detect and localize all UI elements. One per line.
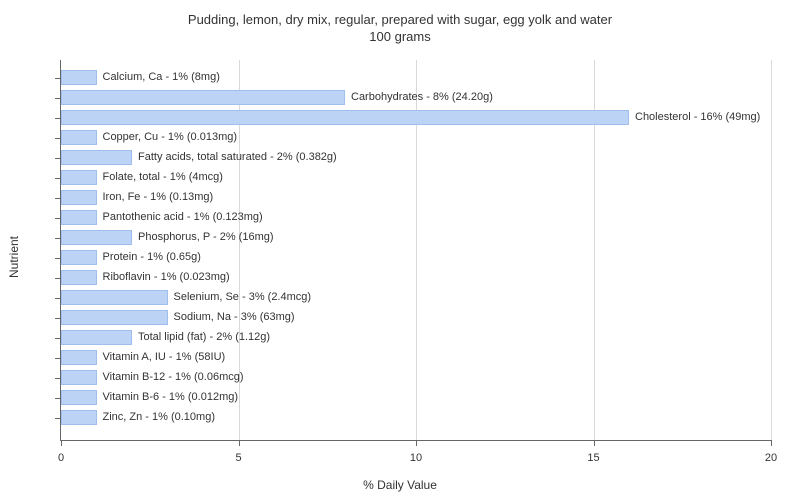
nutrient-bar-label: Phosphorus, P - 2% (16mg) [138,230,274,245]
nutrient-bar [61,70,97,85]
nutrient-bar-label: Vitamin A, IU - 1% (58IU) [103,350,226,365]
nutrient-bar-label: Carbohydrates - 8% (24.20g) [351,90,493,105]
nutrient-bar-label: Calcium, Ca - 1% (8mg) [103,70,220,85]
x-tick-label: 10 [410,452,422,464]
y-tick [55,158,61,159]
y-tick [55,418,61,419]
nutrient-bar [61,130,97,145]
nutrient-bar-label: Sodium, Na - 3% (63mg) [174,310,295,325]
x-tick [771,440,772,446]
x-axis-label: % Daily Value [363,478,437,492]
nutrient-bar [61,290,168,305]
nutrient-bar-label: Iron, Fe - 1% (0.13mg) [103,190,214,205]
nutrient-bar [61,190,97,205]
nutrient-bar [61,390,97,405]
plot-area: 05101520Calcium, Ca - 1% (8mg)Carbohydra… [60,60,771,441]
y-axis-label: Nutrient [7,236,21,278]
y-tick [55,178,61,179]
nutrient-bar [61,270,97,285]
nutrient-bar-label: Copper, Cu - 1% (0.013mg) [103,130,238,145]
y-tick [55,198,61,199]
y-tick [55,398,61,399]
y-tick [55,318,61,319]
nutrient-bar [61,250,97,265]
nutrient-bar [61,350,97,365]
x-tick [594,440,595,446]
nutrient-bar-label: Protein - 1% (0.65g) [103,250,201,265]
chart-title: Pudding, lemon, dry mix, regular, prepar… [0,0,800,46]
y-tick [55,278,61,279]
nutrient-bar-label: Vitamin B-6 - 1% (0.012mg) [103,390,239,405]
y-tick [55,78,61,79]
x-tick-label: 0 [58,452,64,464]
y-tick [55,118,61,119]
gridline [771,60,772,440]
nutrient-bar-label: Zinc, Zn - 1% (0.10mg) [103,410,215,425]
nutrient-bar [61,90,345,105]
y-tick [55,138,61,139]
x-tick-label: 5 [235,452,241,464]
x-tick [239,440,240,446]
nutrient-bar-label: Pantothenic acid - 1% (0.123mg) [103,210,263,225]
y-tick [55,98,61,99]
title-line-2: 100 grams [369,29,430,44]
y-tick [55,358,61,359]
nutrient-bar-label: Vitamin B-12 - 1% (0.06mcg) [103,370,244,385]
nutrient-bar [61,210,97,225]
x-tick [61,440,62,446]
nutrient-bar [61,110,629,125]
nutrient-bar-label: Riboflavin - 1% (0.023mg) [103,270,230,285]
y-tick [55,378,61,379]
nutrient-chart: Pudding, lemon, dry mix, regular, prepar… [0,0,800,500]
x-tick [416,440,417,446]
nutrient-bar [61,170,97,185]
nutrient-bar-label: Fatty acids, total saturated - 2% (0.382… [138,150,337,165]
x-tick-label: 20 [765,452,777,464]
nutrient-bar-label: Folate, total - 1% (4mcg) [103,170,223,185]
x-tick-label: 15 [587,452,599,464]
nutrient-bar [61,150,132,165]
nutrient-bar [61,230,132,245]
nutrient-bar [61,370,97,385]
nutrient-bar [61,310,168,325]
y-tick [55,238,61,239]
y-tick [55,258,61,259]
nutrient-bar-label: Total lipid (fat) - 2% (1.12g) [138,330,270,345]
nutrient-bar [61,330,132,345]
nutrient-bar-label: Selenium, Se - 3% (2.4mcg) [174,290,312,305]
nutrient-bar [61,410,97,425]
y-tick [55,298,61,299]
title-line-1: Pudding, lemon, dry mix, regular, prepar… [188,12,612,27]
y-tick [55,338,61,339]
y-tick [55,218,61,219]
nutrient-bar-label: Cholesterol - 16% (49mg) [635,110,760,125]
